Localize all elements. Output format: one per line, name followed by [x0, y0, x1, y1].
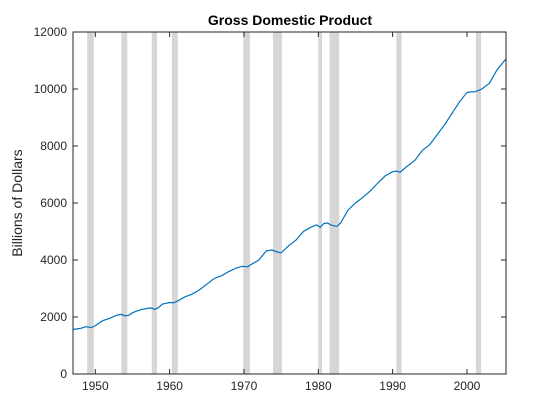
- x-tick-label-1980: 1980: [305, 379, 332, 393]
- recession-band-1: [121, 32, 128, 374]
- gdp-series-line: [72, 58, 507, 331]
- recession-band-5: [272, 32, 282, 374]
- recession-band-8: [396, 32, 402, 374]
- recession-band-4: [243, 32, 250, 374]
- x-tick-label-1990: 1990: [379, 379, 406, 393]
- y-tick-label-10000: 10000: [34, 82, 68, 96]
- recession-bands: [87, 32, 482, 374]
- recession-band-9: [475, 32, 482, 374]
- x-tick-label-1970: 1970: [231, 379, 258, 393]
- recession-band-0: [87, 32, 94, 374]
- y-tick-label-6000: 6000: [40, 196, 67, 210]
- recession-band-2: [151, 32, 157, 374]
- y-tick-label-4000: 4000: [40, 253, 67, 267]
- y-tick-label-0: 0: [60, 367, 67, 381]
- chart-title: Gross Domestic Product: [208, 12, 372, 28]
- recession-band-3: [171, 32, 178, 374]
- recession-band-7: [329, 32, 340, 374]
- plot-frame: [72, 31, 507, 375]
- series-group: [72, 58, 507, 331]
- y-tick-label-12000: 12000: [34, 25, 68, 39]
- x-tick-label-2000: 2000: [454, 379, 481, 393]
- x-tick-label-1950: 1950: [82, 379, 109, 393]
- x-tick-label-1960: 1960: [156, 379, 183, 393]
- y-tick-label-8000: 8000: [40, 139, 67, 153]
- y-axis-label: Billions of Dollars: [9, 149, 25, 256]
- y-tick-label-2000: 2000: [40, 310, 67, 324]
- axes: 1950 1960 1970 1980 1990 2000 0 2000 4000 6000 800…: [34, 25, 507, 393]
- recession-band-6: [318, 32, 323, 374]
